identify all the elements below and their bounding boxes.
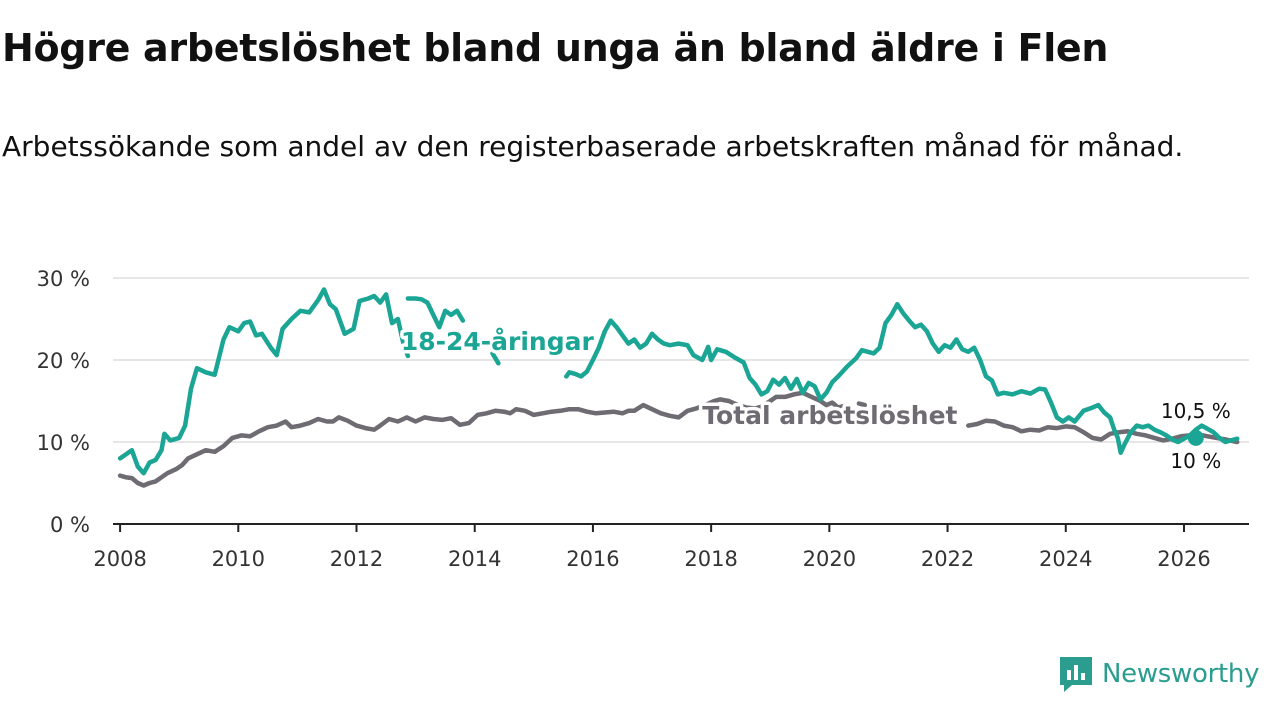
series-line-youth (405, 296, 466, 330)
y-tick-label: 0 % (50, 513, 90, 537)
y-tick-label: 10 % (37, 431, 90, 455)
x-tick-label: 2018 (684, 547, 737, 571)
series-label-total-halo: Total arbetslöshet (702, 401, 957, 430)
series-line-total (856, 401, 868, 408)
x-tick-label: 2020 (803, 547, 856, 571)
series-label-youth: 18-24-åringar (401, 327, 595, 356)
brand-logo: Newsworthy (1058, 654, 1259, 694)
series-line-total (117, 390, 850, 488)
x-tick-label: 2014 (448, 547, 501, 571)
series-line-youth (564, 301, 1240, 455)
brand-name: Newsworthy (1102, 659, 1260, 689)
x-tick-label: 2022 (921, 547, 974, 571)
end-label-total: 10 % (1170, 449, 1221, 473)
end-marker-youth (1187, 429, 1204, 446)
x-tick-label: 2024 (1039, 547, 1092, 571)
x-tick-label: 2016 (566, 547, 619, 571)
y-tick-label: 30 % (37, 267, 90, 291)
series-label-total: Total arbetslöshet (702, 401, 957, 430)
x-tick-label: 2012 (330, 547, 383, 571)
series-line-youth (490, 351, 501, 366)
series-label-youth-halo: 18-24-åringar (401, 327, 595, 356)
chart-subtitle: Arbetssökande som andel av den registerb… (2, 130, 1184, 163)
x-tick-label: 2008 (93, 547, 146, 571)
y-tick-label: 20 % (37, 349, 90, 373)
x-tick-label: 2026 (1157, 547, 1210, 571)
chart-title: Högre arbetslöshet bland unga än bland ä… (2, 26, 1109, 70)
x-tick-label: 2010 (212, 547, 265, 571)
end-label-youth: 10,5 % (1161, 399, 1231, 423)
series-line-youth (117, 287, 411, 476)
newsworthy-icon (1060, 657, 1092, 692)
